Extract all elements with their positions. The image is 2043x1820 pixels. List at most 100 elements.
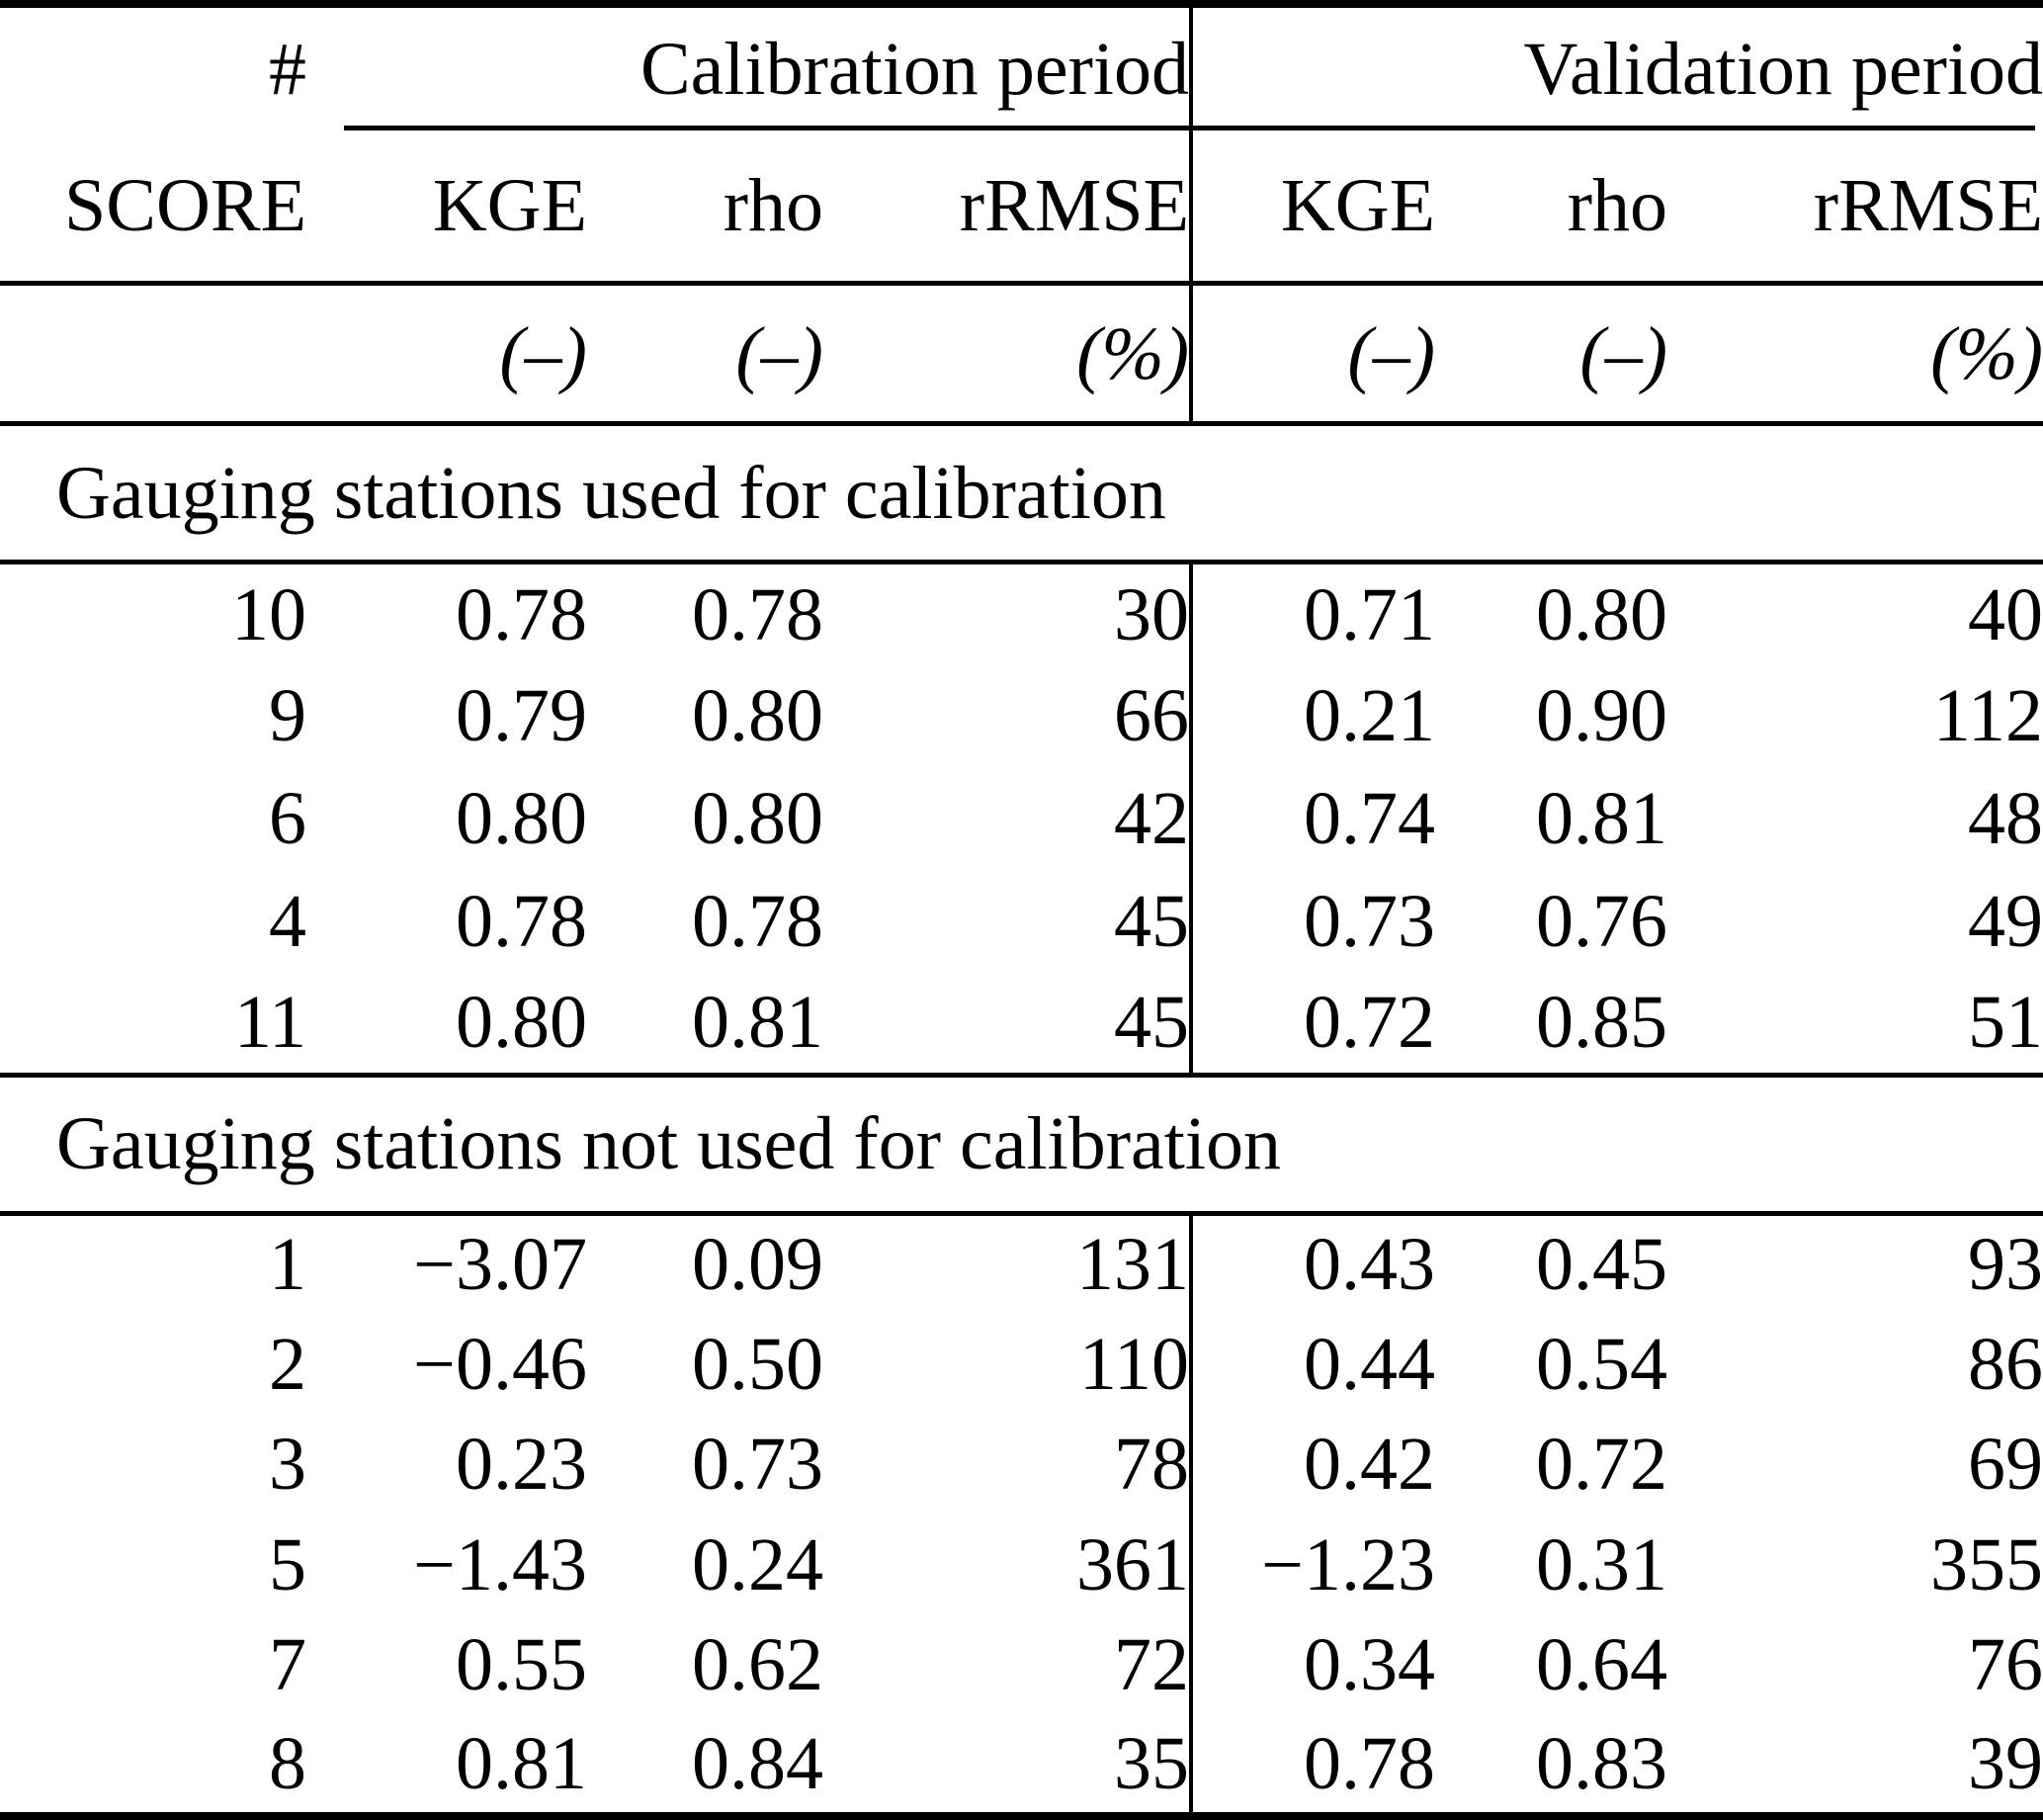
val-rrmse-cell: 39 bbox=[1968, 1722, 2043, 1806]
cal-kge-cell: −1.43 bbox=[413, 1522, 587, 1606]
val-rrmse-cell: 355 bbox=[1930, 1522, 2043, 1606]
val-kge-unit: (–) bbox=[1189, 283, 1436, 427]
score-cell: 11 bbox=[0, 972, 306, 1078]
cal-rrmse-cell: 131 bbox=[1076, 1223, 1190, 1307]
cal-rho-cell: 0.78 bbox=[692, 572, 823, 656]
cal-kge-header: KGE bbox=[306, 130, 587, 286]
val-rrmse-cell: 40 bbox=[1968, 572, 2043, 656]
cal-rho-cell: 0.80 bbox=[692, 776, 823, 860]
val-rho-cell: 0.76 bbox=[1536, 879, 1668, 963]
val-rrmse-cell: 49 bbox=[1968, 879, 2043, 963]
cal-kge-cell: 0.79 bbox=[456, 674, 587, 758]
station-row-1: 1 −3.07 0.09 131 0.43 0.45 93 bbox=[0, 1213, 2043, 1314]
val-rho-cell: 0.80 bbox=[1536, 572, 1668, 656]
cal-rrmse-cell: 110 bbox=[1078, 1322, 1190, 1406]
cal-kge-cell: 0.81 bbox=[456, 1722, 587, 1806]
cal-rho-cell: 0.80 bbox=[692, 674, 823, 758]
station-row-5: 5 −1.43 0.24 361 −1.23 0.31 355 bbox=[0, 1515, 2043, 1615]
val-rho-cell: 0.72 bbox=[1536, 1423, 1668, 1507]
val-rrmse-cell: 86 bbox=[1968, 1322, 2043, 1406]
station-row-11: 11 0.80 0.81 45 0.72 0.85 51 bbox=[0, 972, 2043, 1078]
cal-rrmse-cell: 45 bbox=[823, 972, 1192, 1078]
cal-kge-cell: 0.55 bbox=[456, 1623, 587, 1707]
units-row: (–) (–) (%) (–) (–) (%) bbox=[0, 283, 2043, 427]
station-row-8: 8 0.81 0.84 35 0.78 0.83 39 bbox=[0, 1715, 2043, 1816]
cal-rho-unit: (–) bbox=[587, 283, 823, 427]
val-rho-cell: 0.45 bbox=[1536, 1223, 1668, 1307]
score-cell: 9 bbox=[269, 674, 306, 758]
val-kge-cell: 0.44 bbox=[1189, 1313, 1436, 1415]
score-cell: 7 bbox=[269, 1623, 306, 1707]
val-rrmse-unit: (%) bbox=[1667, 283, 2043, 427]
calibration-group-label: Calibration period bbox=[639, 28, 1190, 111]
cal-kge-cell: −3.07 bbox=[413, 1223, 587, 1307]
score-cell: 1 bbox=[269, 1223, 306, 1307]
calibration-group-underline bbox=[344, 126, 1190, 131]
cal-rrmse-cell: 78 bbox=[1114, 1423, 1190, 1507]
score-cell: 2 bbox=[269, 1322, 306, 1406]
score-cell: 3 bbox=[269, 1423, 306, 1507]
calibration-group-header: Calibration period bbox=[306, 4, 1191, 131]
hash-header: # bbox=[269, 28, 306, 111]
section-header-row-used: Gauging stations used for calibration bbox=[0, 423, 2043, 565]
cal-rrmse-cell: 35 bbox=[1114, 1722, 1190, 1806]
section-title-used: Gauging stations used for calibration bbox=[0, 423, 2043, 565]
station-row-7: 7 0.55 0.62 72 0.34 0.64 76 bbox=[0, 1614, 2043, 1716]
val-kge-cell: −1.23 bbox=[1189, 1515, 1436, 1615]
val-kge-cell: 0.78 bbox=[1189, 1715, 1436, 1816]
cal-rho-cell: 0.50 bbox=[692, 1322, 823, 1406]
val-rrmse-cell: 48 bbox=[1968, 776, 2043, 860]
cal-rho-cell: 0.78 bbox=[692, 879, 823, 963]
cal-rrmse-cell: 45 bbox=[1114, 879, 1190, 963]
val-kge-cell: 0.71 bbox=[1189, 562, 1436, 665]
cal-kge-unit: (–) bbox=[306, 283, 587, 427]
station-row-4: 4 0.78 0.78 45 0.73 0.76 49 bbox=[0, 869, 2043, 973]
cal-rho-cell: 0.81 bbox=[587, 972, 823, 1078]
cal-kge-cell: 0.78 bbox=[456, 572, 587, 656]
cal-rrmse-cell: 66 bbox=[1114, 674, 1190, 758]
val-rrmse-cell: 76 bbox=[1968, 1623, 2043, 1707]
val-kge-cell: 0.73 bbox=[1189, 869, 1436, 973]
score-cell: 4 bbox=[269, 879, 306, 963]
station-row-3: 3 0.23 0.73 78 0.42 0.72 69 bbox=[0, 1414, 2043, 1516]
val-kge-cell: 0.72 bbox=[1189, 972, 1436, 1078]
score-column-header: SCORE bbox=[0, 130, 306, 286]
cal-rho-cell: 0.62 bbox=[692, 1623, 823, 1707]
cal-rho-cell: 0.73 bbox=[692, 1423, 823, 1507]
cal-kge-cell: 0.80 bbox=[456, 776, 587, 860]
val-rho-cell: 0.54 bbox=[1536, 1322, 1668, 1406]
val-rho-unit: (–) bbox=[1435, 283, 1668, 427]
val-kge-cell: 0.34 bbox=[1189, 1614, 1436, 1716]
val-rho-header: rho bbox=[1435, 130, 1668, 286]
val-rho-cell: 0.64 bbox=[1536, 1623, 1668, 1707]
val-rrmse-cell: 51 bbox=[1667, 972, 2043, 1078]
val-rho-cell: 0.85 bbox=[1435, 972, 1668, 1078]
cal-rho-cell: 0.09 bbox=[692, 1223, 823, 1307]
units-row-spacer bbox=[0, 283, 306, 427]
val-kge-cell: 0.43 bbox=[1189, 1213, 1436, 1314]
val-rho-cell: 0.31 bbox=[1536, 1522, 1668, 1606]
val-kge-cell: 0.42 bbox=[1189, 1414, 1436, 1516]
cal-kge-cell: −0.46 bbox=[413, 1322, 587, 1406]
validation-group-underline bbox=[1193, 126, 2036, 131]
val-kge-cell: 0.21 bbox=[1189, 664, 1436, 768]
val-rrmse-cell: 93 bbox=[1968, 1223, 2043, 1307]
station-row-9: 9 0.79 0.80 66 0.21 0.90 112 bbox=[0, 664, 2043, 768]
val-rrmse-cell: 69 bbox=[1968, 1423, 2043, 1507]
cal-kge-cell: 0.80 bbox=[306, 972, 587, 1078]
score-cell: 8 bbox=[269, 1722, 306, 1806]
cal-rho-header: rho bbox=[587, 130, 823, 286]
cal-rrmse-cell: 361 bbox=[1076, 1522, 1190, 1606]
station-row-2: 2 −0.46 0.50 110 0.44 0.54 86 bbox=[0, 1313, 2043, 1415]
metric-header-row: SCORE KGE rho rRMSE KGE rho rRMSE bbox=[0, 130, 2043, 286]
station-row-10: 10 0.78 0.78 30 0.71 0.80 40 bbox=[0, 562, 2043, 665]
val-rho-cell: 0.81 bbox=[1536, 776, 1668, 860]
cal-rrmse-cell: 72 bbox=[1114, 1623, 1190, 1707]
score-cell: 6 bbox=[269, 776, 306, 860]
val-rho-cell: 0.90 bbox=[1536, 674, 1668, 758]
validation-group-label: Validation period bbox=[1523, 28, 2043, 111]
val-kge-cell: 0.74 bbox=[1189, 767, 1436, 870]
cal-rrmse-unit: (%) bbox=[823, 283, 1192, 427]
